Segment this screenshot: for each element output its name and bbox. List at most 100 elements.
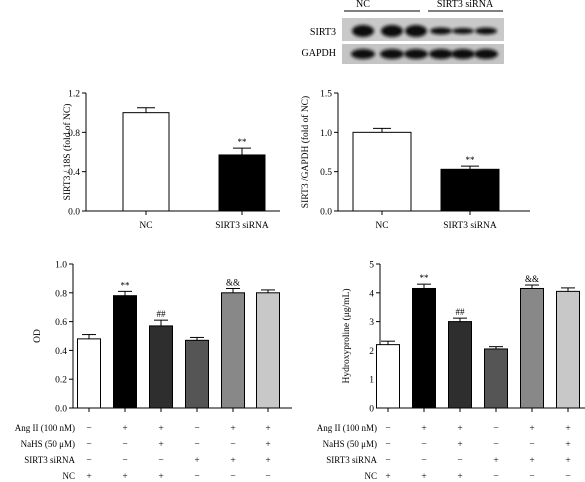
y-axis-label: Hydroxyproline (μg/mL): [341, 288, 352, 383]
bar: [113, 295, 137, 409]
condition-label: NC: [364, 471, 377, 481]
condition-mark: +: [158, 440, 163, 450]
condition-mark: −: [230, 472, 235, 482]
condition-mark: +: [230, 424, 235, 434]
condition-mark: −: [158, 456, 163, 466]
significance-mark: &&: [226, 277, 240, 287]
condition-mark: +: [421, 424, 426, 434]
x-tick-label: SIRT3 siRNA: [215, 221, 269, 231]
y-tick-label: 1.0: [320, 129, 332, 139]
bar: [122, 112, 170, 212]
chart-sirt3-gapdh: 0.0 0.5 1.0 1.5 SIRT3 /GAPDH (fold of NC) NC *…: [300, 90, 530, 231]
condition-mark: +: [565, 456, 570, 466]
condition-mark: −: [421, 440, 426, 450]
condition-mark: +: [385, 472, 390, 482]
blot-band: [474, 49, 498, 59]
condition-mark: −: [529, 440, 534, 450]
blot-band: [430, 27, 452, 35]
bar: [520, 287, 544, 409]
chart-sirt3-18s: 0.0 0.4 0.8 1.2 SIRT3 / 18S (fold of NC) NC **…: [62, 90, 280, 231]
condition-label: Ang II (100 nM): [317, 423, 377, 433]
condition-label: NC: [62, 471, 75, 481]
condition-mark: +: [158, 472, 163, 482]
condition-mark: −: [385, 440, 390, 450]
condition-label: SIRT3 siRNA: [24, 455, 75, 465]
blot-band: [452, 28, 474, 34]
condition-mark: −: [385, 424, 390, 434]
condition-mark: +: [86, 472, 91, 482]
condition-mark: −: [86, 456, 91, 466]
bar: [218, 154, 266, 212]
y-tick-label: 0.5: [320, 168, 332, 178]
y-tick-label: 0.0: [320, 208, 332, 218]
chart-od: 0.0 0.2 0.4 0.6 0.8 1.0 OD ** ## && Ang II (100 nM…: [15, 261, 292, 482]
blot-band: [404, 49, 428, 59]
condition-mark: −: [493, 424, 498, 434]
x-tick-label: SIRT3 siRNA: [443, 221, 497, 231]
blot-band: [451, 49, 475, 59]
bar: [221, 292, 245, 409]
y-tick-label: 0.6: [55, 318, 67, 328]
blot-band: [351, 49, 375, 59]
condition-mark: −: [493, 472, 498, 482]
condition-label: NaHS (50 μM): [21, 439, 75, 449]
condition-mark: −: [421, 456, 426, 466]
condition-mark: +: [158, 424, 163, 434]
bar: [376, 344, 400, 409]
bar: [412, 287, 436, 409]
condition-mark: −: [457, 456, 462, 466]
condition-mark: −: [86, 424, 91, 434]
bar: [440, 168, 500, 212]
condition-label: Ang II (100 nM): [15, 423, 75, 433]
blot-band: [429, 49, 453, 59]
blot-band: [405, 25, 427, 37]
significance-mark: **: [121, 280, 131, 290]
condition-mark: +: [565, 440, 570, 450]
blot-band: [475, 27, 497, 35]
condition-mark: −: [194, 472, 199, 482]
significance-mark: ##: [157, 309, 167, 319]
condition-mark: +: [230, 456, 235, 466]
y-tick-label: 1: [369, 376, 374, 386]
blot-row-label: SIRT3: [310, 27, 336, 38]
condition-label: SIRT3 siRNA: [326, 455, 377, 465]
condition-mark: +: [122, 472, 127, 482]
condition-mark: +: [493, 456, 498, 466]
condition-mark: +: [421, 472, 426, 482]
y-tick-label: 3: [369, 318, 374, 328]
condition-mark: +: [457, 440, 462, 450]
y-tick-label: 1.5: [320, 90, 332, 100]
condition-mark: −: [493, 440, 498, 450]
y-tick-label: 0.4: [68, 168, 80, 178]
condition-mark: −: [565, 472, 570, 482]
condition-mark: −: [230, 440, 235, 450]
bar: [448, 321, 472, 409]
significance-mark: **: [420, 273, 430, 283]
condition-mark: +: [529, 424, 534, 434]
condition-mark: −: [122, 440, 127, 450]
x-tick-label: NC: [139, 221, 152, 231]
condition-label: NaHS (50 μM): [323, 439, 377, 449]
y-tick-label: 0.0: [55, 405, 67, 415]
y-tick-label: 0.4: [55, 347, 67, 357]
condition-mark: +: [265, 456, 270, 466]
y-tick-label: 0.8: [68, 129, 80, 139]
significance-mark: &&: [525, 274, 539, 284]
bar: [556, 290, 580, 409]
blot-group-label: SIRT3 siRNA: [437, 0, 494, 10]
significance-mark: **: [238, 137, 248, 147]
condition-mark: −: [385, 456, 390, 466]
condition-mark: −: [265, 472, 270, 482]
y-axis-label: SIRT3 /GAPDH (fold of NC): [300, 96, 311, 208]
condition-mark: +: [457, 424, 462, 434]
y-axis-label: OD: [33, 329, 43, 343]
y-tick-label: 1.2: [68, 90, 80, 100]
significance-mark: **: [466, 155, 476, 165]
chart-hydroxyproline: 0 1 2 3 4 5 Hydroxyproline (μg/mL) ** ## && Ang II…: [317, 261, 585, 482]
condition-mark: −: [194, 424, 199, 434]
bar: [256, 292, 280, 409]
y-axis-label: SIRT3 / 18S (fold of NC): [62, 104, 73, 201]
blot-group-label: NC: [356, 0, 370, 10]
significance-mark: ##: [456, 307, 466, 317]
